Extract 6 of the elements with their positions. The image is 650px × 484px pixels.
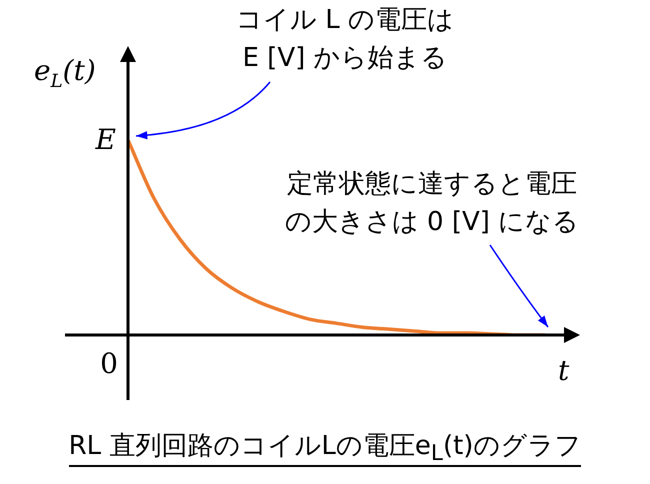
text: RL 直列回路のコイルLの電圧e$_{L}$(t)のグラフ [68,431,582,467]
annotation: 定常状態に達すると電圧の大きさは 0 [V] になる [284,169,580,237]
text: 0 [100,347,118,380]
annotation: E [94,123,116,156]
x-axis-title: t [558,354,570,387]
text: コイル L の電圧はE [V] から始まる [236,5,454,73]
